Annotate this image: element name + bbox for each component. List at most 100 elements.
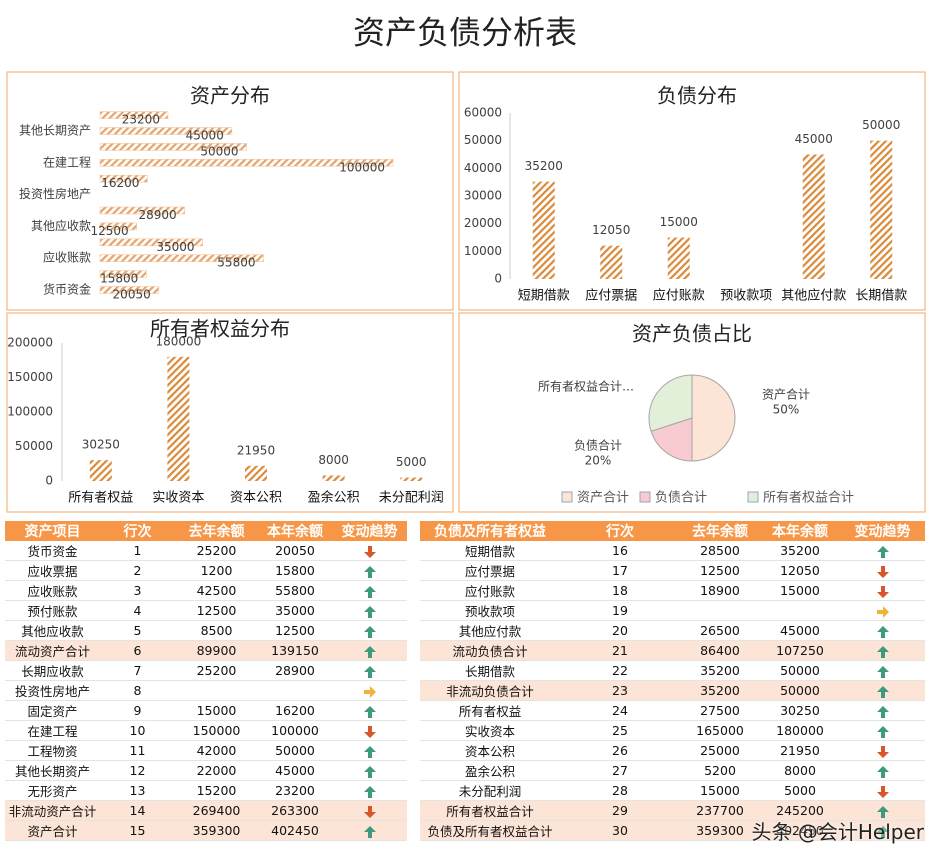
column-header: 去年余额 [175,521,258,541]
trend-arrow [876,805,889,818]
trend-cell [840,580,925,601]
data-label: 23200 [122,113,160,127]
trend-arrow [876,625,889,638]
table-cell: 工程物资 [5,740,100,761]
table-cell: 短期借款 [420,541,560,561]
table-cell: 13 [100,780,175,801]
trend-cell [332,760,407,781]
x-tick-label: 实收资本 [152,491,204,506]
arrow-shape [876,605,889,618]
trend-arrow [363,705,376,718]
table-row: 其他应付款 20 26500 45000 [420,620,925,641]
table-row: 资本公积 26 25000 21950 [420,740,925,761]
arrow-shape [363,825,376,838]
y-tick-label: 10000 [464,244,502,258]
x-tick-label: 长期借款 [855,289,907,304]
trend-cell [840,541,925,561]
table-row: 应收账款 3 42500 55800 [5,580,407,601]
arrow-shape [876,665,889,678]
trend-arrow [363,685,376,698]
pie-slice [650,417,693,462]
table-cell: 25200 [175,660,258,681]
trend-cell [332,780,407,801]
table-cell: 15 [100,820,175,841]
trend-cell [840,600,925,621]
arrow-shape [363,605,376,618]
trend-cell [332,541,407,561]
bar [99,174,148,183]
y-tick-label: 0 [494,272,502,286]
bar [532,181,555,279]
table-cell: 1 [100,541,175,561]
table-cell [258,680,332,701]
table-cell: 24 [560,700,680,721]
watermark: 头条 @会计Helper [751,820,924,844]
table-cell: 固定资产 [5,700,100,721]
table-cell: 269400 [175,800,258,821]
y-tick-label: 60000 [464,106,502,120]
bar [667,237,690,279]
data-label: 15000 [660,215,698,229]
table-cell: 货币资金 [5,541,100,561]
arrow-shape [363,585,376,598]
table-cell: 长期应收款 [5,660,100,681]
data-label: 35200 [525,159,563,173]
table-cell: 139150 [258,640,332,661]
table-cell: 流动资产合计 [5,640,100,661]
panel [458,71,926,311]
trend-arrow [876,565,889,578]
column-header: 变动趋势 [332,521,407,541]
table-row: 短期借款 16 28500 35200 [420,541,925,561]
legend-marker [747,491,759,503]
y-tick-label: 50000 [464,133,502,147]
bar [99,238,203,247]
table-cell: 15000 [680,780,760,801]
bar [600,245,623,279]
x-tick-label: 盈余公积 [308,490,360,506]
table-cell: 5000 [760,780,840,801]
x-tick-label: 所有者权益 [68,490,133,506]
bar [99,222,137,231]
x-tick-label: 其他应付款 [781,288,846,304]
table-cell: 资本公积 [420,740,560,761]
trend-cell [332,600,407,621]
trend-cell [332,680,407,701]
data-label: 50000 [862,118,900,132]
table-cell: 180000 [760,720,840,741]
table-cell: 107250 [760,640,840,661]
table-cell: 应收票据 [5,560,100,581]
table-cell: 10 [100,720,175,741]
table-cell: 应付账款 [420,580,560,601]
table-cell: 150000 [175,720,258,741]
table-row: 盈余公积 27 5200 8000 [420,760,925,781]
data-label: 45000 [186,129,224,143]
table-cell: 12500 [258,620,332,641]
y-tick-label: 30000 [464,189,502,203]
table-row: 非流动资产合计 14 269400 263300 [5,800,407,821]
table-row: 非流动负债合计 23 35200 50000 [420,680,925,701]
table-cell: 6 [100,640,175,661]
slice-label: 负债合计 [574,438,622,453]
trend-cell [840,660,925,681]
x-tick-label: 应付票据 [585,288,637,304]
table-cell: 12500 [175,600,258,621]
table-cell: 8 [100,680,175,701]
x-tick-label: 资本公积 [230,491,282,506]
trend-arrow [363,565,376,578]
data-label: 45000 [795,132,833,146]
bar [870,140,893,279]
table-row: 长期借款 22 35200 50000 [420,660,925,681]
chart-title: 负债分布 [657,84,737,108]
trend-arrow [363,825,376,838]
table-cell: 245200 [760,800,840,821]
trend-cell [840,720,925,741]
arrow-shape [363,565,376,578]
column-header: 资产项目 [5,521,100,541]
arrow-shape [363,625,376,638]
table-cell: 其他应收款 [5,620,100,641]
bar [245,465,267,481]
liability-table: 负债及所有者权益 行次 去年余额 本年余额 变动趋势 短期借款 16 28500 35200 应付… [420,521,925,841]
table-cell: 26500 [680,620,760,641]
trend-cell [332,660,407,681]
